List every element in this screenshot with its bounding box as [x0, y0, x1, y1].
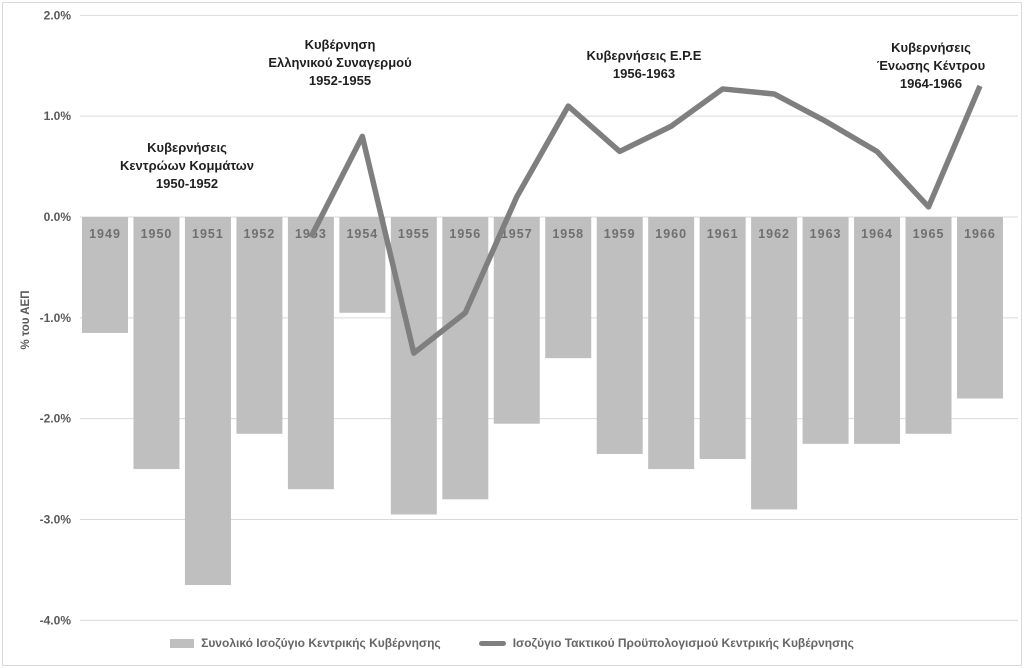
bar-1964: [854, 217, 901, 444]
bar-1962: [751, 217, 798, 510]
budget-line: [308, 84, 983, 356]
annotation-line: Κυβέρνηση: [304, 37, 376, 52]
bar-1957: [493, 217, 540, 424]
bar-1958: [545, 217, 592, 359]
bar-year-label: 1955: [398, 227, 430, 241]
bar-1960: [648, 217, 695, 470]
annotation-centre-union: Κυβερνήσεις Ένωσης Κέντρου 1964-1966: [877, 39, 985, 93]
bar-1966: [956, 217, 1003, 399]
bar-year-label: 1962: [758, 227, 790, 241]
y-tick-label: 0.0%: [44, 210, 72, 224]
legend-label: Συνολικό Ισοζύγιο Κεντρικής Κυβέρνησης: [201, 636, 441, 650]
bar-year-label: 1956: [449, 227, 481, 241]
bar-year-label: 1952: [244, 227, 276, 241]
annotation-line: 1956-1963: [612, 66, 676, 81]
bar-1956: [442, 217, 489, 500]
bar-year-label: 1957: [501, 227, 533, 241]
annotation-line: Κυβερνήσεις: [147, 140, 227, 155]
bar-year-label: 1954: [346, 227, 378, 241]
legend: Συνολικό Ισοζύγιο Κεντρικής Κυβέρνησης Ι…: [0, 636, 1024, 650]
annotation-line: Ελληνικού Συναγερμού: [268, 55, 412, 70]
legend-item-total-balance: Συνολικό Ισοζύγιο Κεντρικής Κυβέρνησης: [170, 636, 441, 650]
annotation-line: Ένωσης Κέντρου: [876, 58, 986, 73]
bar-swatch-icon: [170, 638, 195, 648]
bar-1959: [596, 217, 643, 454]
bar-1953: [287, 217, 334, 490]
bar-1961: [699, 217, 746, 459]
bar-year-label: 1966: [964, 227, 996, 241]
bar-year-label: 1951: [192, 227, 224, 241]
bar-1949: [82, 217, 128, 333]
bar-1954: [339, 217, 386, 313]
bar-year-label: 1960: [655, 227, 687, 241]
bar-1950: [133, 217, 180, 470]
annotation-line: 1952-1955: [308, 73, 372, 88]
y-tick-label: -3.0%: [40, 512, 72, 526]
y-tick-label: -4.0%: [40, 613, 72, 627]
annotation-centre-parties: Κυβερνήσεις Κεντρώων Κομμάτων 1950-1952: [120, 139, 254, 193]
bar-year-label: 1959: [604, 227, 636, 241]
y-tick-label: -1.0%: [40, 311, 72, 325]
bar-year-label: 1958: [552, 227, 584, 241]
legend-label: Ισοζύγιο Τακτικού Προϋπολογισμού Κεντρικ…: [512, 636, 854, 650]
bar-year-label: 1964: [861, 227, 893, 241]
y-tick-label: 1.0%: [44, 109, 72, 123]
bar-1963: [802, 217, 849, 444]
bar-1955: [390, 217, 437, 515]
bar-year-label: 1965: [913, 227, 945, 241]
y-tick-label: 2.0%: [44, 8, 72, 22]
bar-year-label: 1949: [89, 227, 121, 241]
y-tick-label: -2.0%: [40, 412, 72, 426]
y-axis-title: % του ΑΕΠ: [20, 290, 32, 350]
annotation-line: Κεντρώων Κομμάτων: [119, 158, 255, 173]
legend-item-ordinary-budget-balance: Ισοζύγιο Τακτικού Προϋπολογισμού Κεντρικ…: [478, 636, 854, 650]
line-swatch-icon: [478, 640, 506, 646]
bar-year-label: 1963: [810, 227, 842, 241]
bar-1965: [905, 217, 952, 434]
annotation-line: Κυβερνήσεις: [891, 40, 971, 55]
bar-year-label: 1961: [707, 227, 739, 241]
bar-year-label: 1950: [141, 227, 173, 241]
annotation-line: 1950-1952: [155, 176, 219, 191]
annotation-line: 1964-1966: [899, 76, 963, 91]
bar-1951: [184, 217, 231, 586]
annotation-greek-rally: Κυβέρνηση Ελληνικού Συναγερμού 1952-1955: [268, 36, 411, 90]
bar-1952: [236, 217, 283, 434]
annotation-ere: Κυβερνήσεις Ε.Ρ.Ε 1956-1963: [587, 47, 702, 83]
annotation-line: Κυβερνήσεις Ε.Ρ.Ε: [586, 48, 702, 63]
